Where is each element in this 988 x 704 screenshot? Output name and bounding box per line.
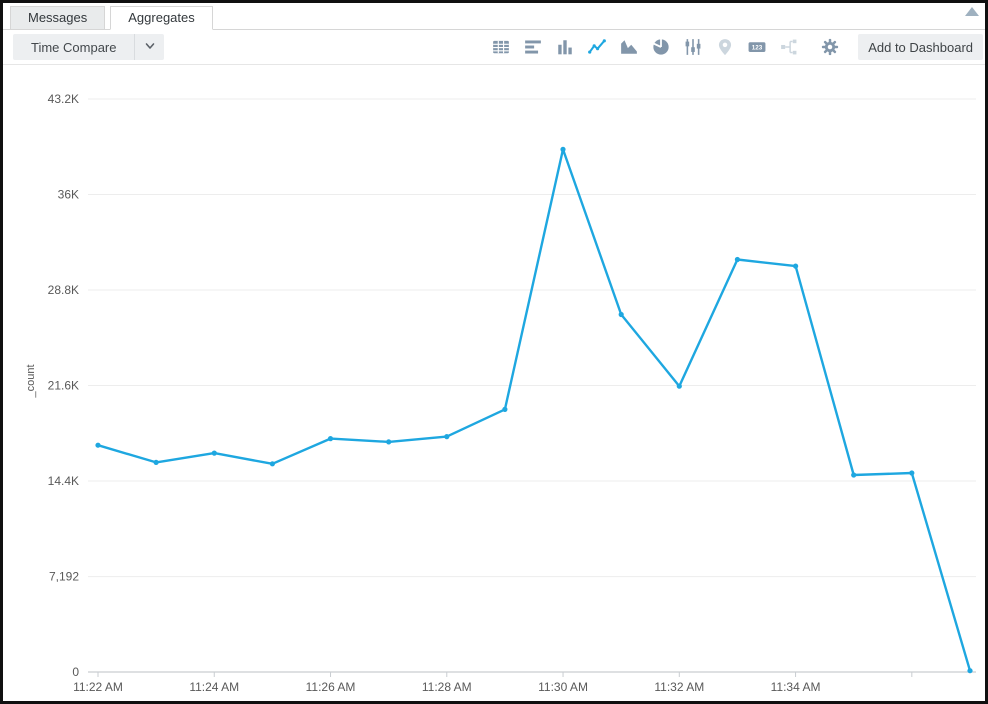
data-point-marker xyxy=(153,459,159,465)
add-to-dashboard-button[interactable]: Add to Dashboard xyxy=(858,34,983,60)
data-point-marker xyxy=(618,311,624,318)
count-series-line[interactable] xyxy=(96,148,972,672)
data-point-marker xyxy=(211,450,217,456)
transaction-icon xyxy=(780,38,798,56)
y-tick-label: 28.8K xyxy=(48,283,79,297)
data-point-marker xyxy=(909,470,915,476)
data-point-marker xyxy=(967,668,973,674)
y-tick-label: 36K xyxy=(58,188,79,202)
map-icon xyxy=(716,38,734,56)
data-point-marker xyxy=(560,146,566,152)
x-tick-label: 11:28 AM xyxy=(422,680,472,694)
table-icon[interactable] xyxy=(492,38,510,56)
data-point-marker xyxy=(793,263,799,269)
box-plot-icon[interactable] xyxy=(684,38,702,56)
y-tick-label: 7,192 xyxy=(49,570,79,584)
x-tick-label: 11:22 AM xyxy=(73,680,123,694)
svg-text:123: 123 xyxy=(752,45,763,52)
y-axis-title: _count xyxy=(25,364,37,398)
data-point-marker xyxy=(851,472,857,478)
settings-gear-icon[interactable] xyxy=(821,38,839,56)
x-tick-label: 11:34 AM xyxy=(771,680,821,694)
chevron-down-icon xyxy=(144,40,156,55)
y-tick-label: 43.2K xyxy=(48,92,79,106)
y-tick-label: 21.6K xyxy=(48,379,79,393)
y-tick-label: 0 xyxy=(72,665,79,679)
x-tick-label: 11:30 AM xyxy=(538,680,588,694)
time-compare-button[interactable]: Time Compare xyxy=(13,34,135,60)
aggregates-toolbar: Time Compare 123 Add to Dashboard xyxy=(3,30,985,65)
data-point-marker xyxy=(327,436,334,442)
data-point-marker xyxy=(734,256,741,263)
aggregates-chart[interactable]: 0 7,192 14.4K 21.6K 28.8K 36K 43.2K 11:22 AM 11:… xyxy=(3,65,985,701)
y-axis-labels: 0 7,192 14.4K 21.6K 28.8K 36K 43.2K xyxy=(48,92,80,679)
tab-aggregates[interactable]: Aggregates xyxy=(110,6,213,30)
tab-aggregates-label: Aggregates xyxy=(128,10,195,25)
area-chart-icon[interactable] xyxy=(620,38,638,56)
data-point-marker xyxy=(444,434,450,440)
bar-chart-icon[interactable] xyxy=(524,38,542,56)
data-point-marker xyxy=(676,383,682,389)
x-tick-label: 11:26 AM xyxy=(306,680,356,694)
count-series-markers[interactable] xyxy=(95,146,973,674)
time-compare-button-group: Time Compare xyxy=(13,34,165,60)
column-chart-icon[interactable] xyxy=(556,38,574,56)
chart-type-icon-row: 123 xyxy=(485,38,846,56)
y-tick-label: 14.4K xyxy=(48,474,79,488)
scroll-up-icon[interactable] xyxy=(965,7,979,16)
x-tick-label: 11:24 AM xyxy=(189,680,239,694)
pie-chart-icon[interactable] xyxy=(652,38,670,56)
tab-messages[interactable]: Messages xyxy=(10,6,106,30)
data-point-marker xyxy=(95,442,101,448)
tab-messages-label: Messages xyxy=(28,10,88,25)
x-tick-label: 11:32 AM xyxy=(654,680,704,694)
line-chart-icon[interactable] xyxy=(588,38,607,56)
data-point-marker xyxy=(269,461,275,467)
single-value-icon[interactable]: 123 xyxy=(748,38,766,56)
time-compare-dropdown-button[interactable] xyxy=(134,34,165,60)
x-axis-labels: 11:22 AM 11:24 AM 11:26 AM 11:28 AM 11:30 AM… xyxy=(73,672,913,694)
y-gridlines xyxy=(88,98,976,673)
data-point-marker xyxy=(502,406,508,412)
data-point-marker xyxy=(386,439,392,445)
tab-bar: Messages Aggregates xyxy=(3,3,985,30)
